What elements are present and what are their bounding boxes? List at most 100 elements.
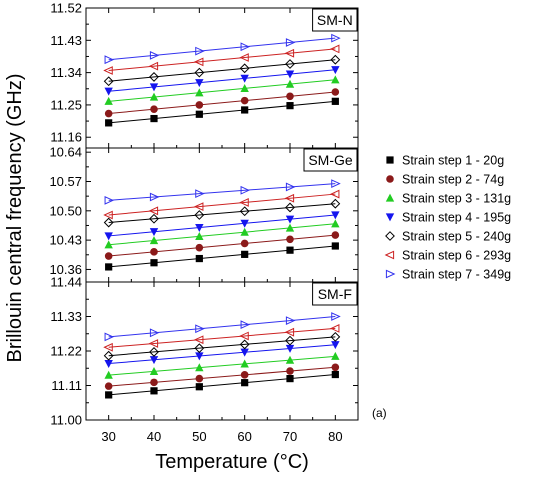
data-point (239, 206, 250, 217)
data-point (104, 195, 115, 205)
data-point (286, 92, 294, 101)
data-point (241, 250, 249, 258)
legend-marker (386, 175, 394, 183)
legend-marker (385, 231, 395, 241)
fit-line (108, 183, 336, 201)
data-point (331, 66, 340, 75)
data-point (150, 387, 158, 395)
data-point (149, 92, 159, 101)
fit-line (108, 223, 336, 246)
y-tick-label: 10.36 (49, 262, 82, 277)
fit-line (108, 366, 336, 387)
data-point (104, 87, 113, 96)
data-point (195, 243, 204, 252)
series-strain-step-3-131g (104, 219, 340, 249)
data-point (103, 76, 114, 87)
data-point (149, 51, 160, 60)
data-point (331, 75, 340, 84)
data-point (285, 182, 296, 192)
data-point (193, 335, 204, 345)
data-point (104, 109, 113, 118)
series-strain-step-4-195g (104, 66, 340, 96)
fit-line (108, 79, 336, 102)
data-point (285, 38, 296, 47)
series-strain-step-4-195g (104, 341, 340, 368)
data-point (150, 114, 158, 123)
panel-sm-f: 11.00 11.11 11.22 11.33 11.44 SM-F (50, 275, 359, 428)
series-strain-step-5-240g (103, 54, 341, 87)
data-point (149, 366, 159, 375)
data-point (150, 378, 158, 387)
data-point (240, 239, 249, 248)
y-tick-label: 11.33 (50, 309, 82, 324)
data-point (331, 97, 339, 105)
panel-label: SM-Ge (308, 152, 353, 168)
data-point (285, 215, 295, 224)
data-point (284, 48, 295, 58)
series-strain-step-3-131g (104, 75, 340, 105)
data-point (241, 106, 249, 114)
data-point (149, 72, 159, 82)
data-point (284, 327, 295, 337)
series-strain-step-1-20g (105, 370, 339, 399)
data-point (148, 61, 159, 71)
data-point (286, 246, 294, 254)
series-strain-step-1-20g (105, 97, 339, 127)
fit-line (108, 245, 336, 268)
data-point (195, 383, 203, 391)
data-point (240, 42, 251, 52)
data-point (149, 356, 159, 365)
data-point (104, 240, 113, 249)
data-point (329, 324, 340, 333)
fit-line (108, 336, 336, 357)
fit-line (108, 234, 336, 257)
y-tick-label: 11.11 (51, 378, 82, 393)
y-tick-label: 11.16 (50, 130, 82, 145)
series-strain-step-2-74g (104, 88, 340, 118)
data-point (285, 202, 295, 213)
y-tick-label: 11.22 (50, 344, 82, 359)
series-strain-step-2-74g (104, 363, 340, 390)
data-point (149, 236, 159, 245)
legend-label: Strain step 3 - 131g (402, 192, 511, 206)
data-point (104, 382, 113, 390)
data-point (240, 359, 249, 368)
fit-line (108, 100, 336, 124)
data-point (240, 371, 249, 379)
fit-line (108, 91, 336, 115)
data-point (195, 101, 204, 109)
data-point (285, 70, 295, 79)
data-point (150, 105, 158, 114)
fit-line (108, 374, 336, 396)
y-tick-label: 10.57 (49, 174, 82, 189)
legend-entry: Strain step 4 - 195g (385, 211, 511, 225)
legend-entry: Strain step 5 - 240g (385, 230, 511, 244)
data-point (195, 352, 204, 361)
data-point (285, 355, 295, 364)
y-tick-label: 10.43 (49, 233, 82, 248)
data-point (195, 374, 204, 383)
data-point (149, 192, 160, 202)
data-point (330, 54, 341, 65)
panel-sm-n: 11.16 11.25 11.34 11.43 11.52 SM-N (50, 1, 359, 149)
data-point (330, 331, 341, 342)
data-point (286, 102, 294, 110)
y-tick-label: 11.52 (50, 1, 82, 16)
data-point (331, 363, 340, 372)
legend-entry: Strain step 7 - 349g (385, 268, 511, 282)
legend-label: Strain step 2 - 74g (402, 173, 504, 187)
y-tick-label: 11.34 (50, 65, 82, 80)
data-point (329, 189, 340, 199)
data-point (194, 343, 205, 354)
data-point (286, 367, 294, 375)
data-point (240, 320, 251, 330)
data-point (331, 219, 340, 228)
legend-label: Strain step 5 - 240g (402, 230, 511, 244)
fit-line (108, 193, 336, 216)
legend-marker (385, 269, 396, 279)
data-point (240, 219, 249, 228)
data-point (195, 363, 204, 372)
fit-line (108, 344, 336, 365)
data-point (285, 335, 295, 346)
